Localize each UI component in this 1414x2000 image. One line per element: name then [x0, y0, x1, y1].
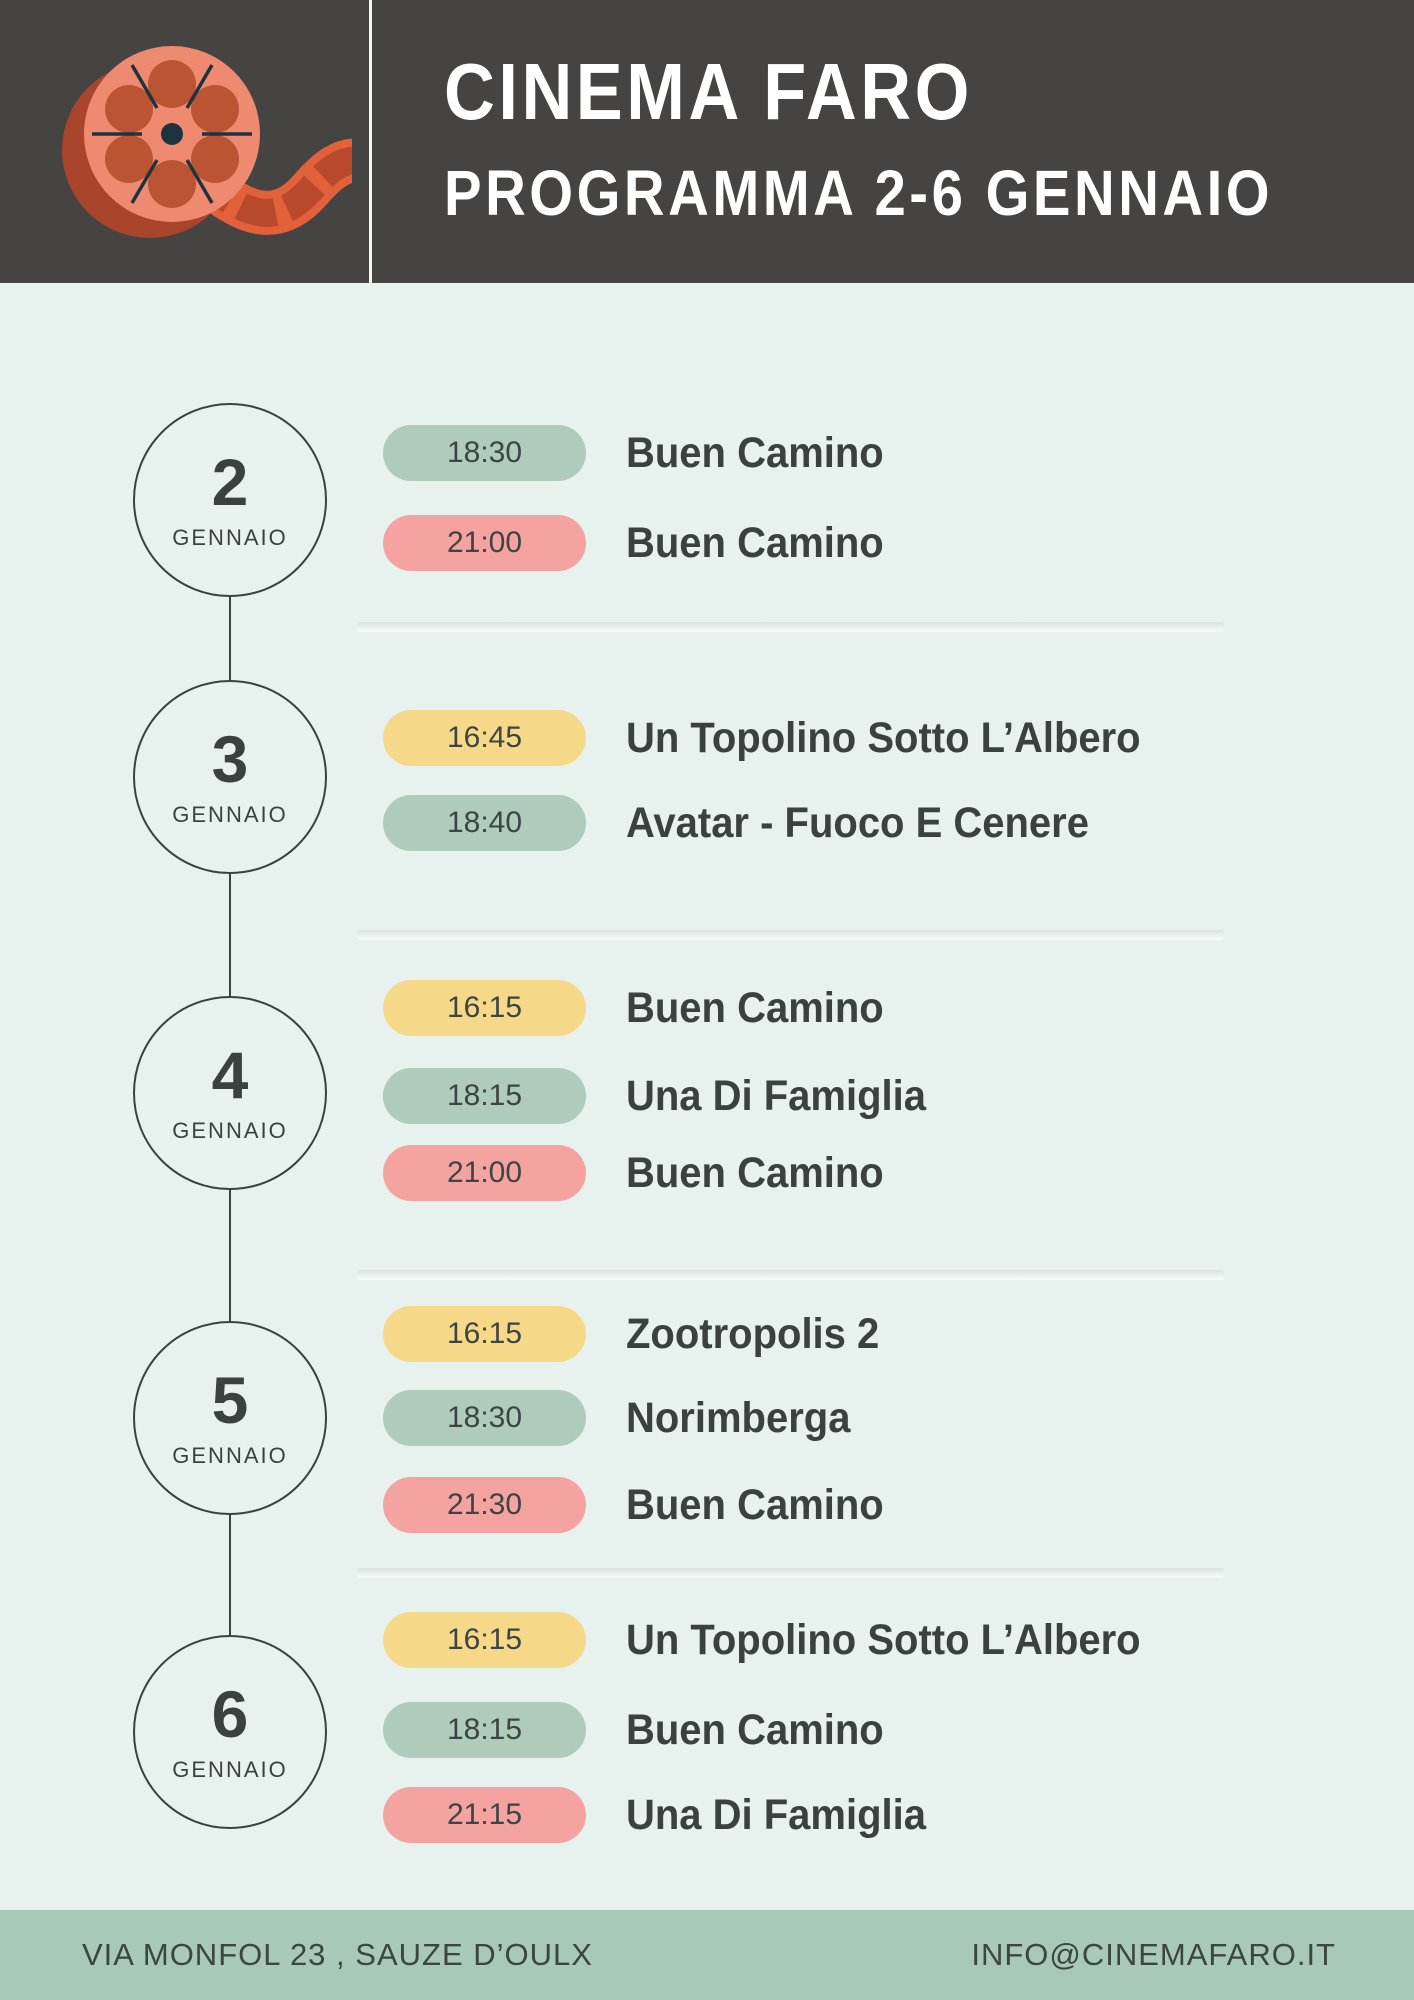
- show-row: 18:15 Una Di Famiglia: [383, 1068, 949, 1124]
- movie-title: Buen Camino: [626, 1480, 884, 1529]
- show-row: 16:45 Un Topolino Sotto L’Albero: [383, 710, 1179, 766]
- day-month: GENNAIO: [172, 1443, 288, 1468]
- section-divider: [357, 1270, 1224, 1280]
- day-number: 3: [211, 722, 249, 796]
- movie-title: Buen Camino: [626, 428, 884, 477]
- day-circle-4: 4 GENNAIO: [133, 996, 327, 1190]
- show-row: 18:40 Avatar - Fuoco E Cenere: [383, 795, 1124, 851]
- day-number: 5: [211, 1363, 249, 1437]
- showtime-pill: 21:30: [383, 1477, 586, 1533]
- show-row: 16:15 Un Topolino Sotto L’Albero: [383, 1612, 1179, 1668]
- section-divider: [357, 622, 1224, 632]
- movie-title: Buen Camino: [626, 1148, 884, 1197]
- showtime-pill: 18:30: [383, 425, 586, 481]
- show-row: 18:30 Buen Camino: [383, 425, 903, 481]
- footer: VIA MONFOL 23 , SAUZE D’OULX INFO@CINEMA…: [0, 1910, 1414, 2000]
- movie-title: Una Di Famiglia: [626, 1071, 926, 1120]
- day-month: GENNAIO: [172, 525, 288, 550]
- showtime-pill: 16:15: [383, 1306, 586, 1362]
- section-divider: [357, 930, 1224, 940]
- movie-title: Avatar - Fuoco E Cenere: [626, 798, 1089, 847]
- logo-box: [0, 0, 372, 283]
- show-row: 18:15 Buen Camino: [383, 1702, 903, 1758]
- day-month: GENNAIO: [172, 802, 288, 827]
- day-month: GENNAIO: [172, 1757, 288, 1782]
- showtime-pill: 16:45: [383, 710, 586, 766]
- day-circle-5: 5 GENNAIO: [133, 1321, 327, 1515]
- section-divider: [357, 1568, 1224, 1578]
- show-row: 21:15 Una Di Famiglia: [383, 1787, 949, 1843]
- showtime-pill: 18:15: [383, 1702, 586, 1758]
- show-row: 21:30 Buen Camino: [383, 1477, 903, 1533]
- film-reel-icon: [62, 46, 352, 238]
- movie-title: Buen Camino: [626, 1705, 884, 1754]
- day-month: GENNAIO: [172, 1118, 288, 1143]
- show-row: 16:15 Buen Camino: [383, 980, 903, 1036]
- showtime-pill: 18:30: [383, 1390, 586, 1446]
- show-row: 16:15 Zootropolis 2: [383, 1306, 898, 1362]
- show-row: 21:00 Buen Camino: [383, 515, 903, 571]
- showtime-pill: 21:15: [383, 1787, 586, 1843]
- day-number: 4: [211, 1038, 249, 1112]
- header: CINEMA FARO PROGRAMMA 2-6 GENNAIO: [0, 0, 1414, 283]
- showtime-pill: 18:15: [383, 1068, 586, 1124]
- poster-subtitle: PROGRAMMA 2-6 GENNAIO: [444, 157, 1274, 229]
- movie-title: Una Di Famiglia: [626, 1790, 926, 1839]
- movie-title: Buen Camino: [626, 983, 884, 1032]
- showtime-pill: 21:00: [383, 515, 586, 571]
- showtime-pill: 16:15: [383, 1612, 586, 1668]
- day-number: 2: [211, 445, 249, 519]
- show-row: 18:30 Norimberga: [383, 1390, 867, 1446]
- movie-title: Norimberga: [626, 1393, 851, 1442]
- poster-title: CINEMA FARO: [444, 47, 973, 136]
- show-row: 21:00 Buen Camino: [383, 1145, 903, 1201]
- movie-title: Zootropolis 2: [626, 1309, 880, 1358]
- schedule-timeline: 2 GENNAIO 3 GENNAIO 4 GENNAIO 5 GENNAIO …: [0, 283, 1414, 1910]
- movie-title: Buen Camino: [626, 518, 884, 567]
- showtime-pill: 16:15: [383, 980, 586, 1036]
- footer-email: INFO@CINEMAFARO.IT: [971, 1937, 1336, 1972]
- movie-title: Un Topolino Sotto L’Albero: [626, 1615, 1141, 1664]
- day-circle-6: 6 GENNAIO: [133, 1635, 327, 1829]
- movie-title: Un Topolino Sotto L’Albero: [626, 713, 1141, 762]
- showtime-pill: 18:40: [383, 795, 586, 851]
- day-circle-3: 3 GENNAIO: [133, 680, 327, 874]
- showtime-pill: 21:00: [383, 1145, 586, 1201]
- footer-address: VIA MONFOL 23 , SAUZE D’OULX: [82, 1937, 593, 1972]
- header-titles: CINEMA FARO PROGRAMMA 2-6 GENNAIO: [372, 0, 1386, 283]
- day-circle-2: 2 GENNAIO: [133, 403, 327, 597]
- day-number: 6: [211, 1677, 249, 1751]
